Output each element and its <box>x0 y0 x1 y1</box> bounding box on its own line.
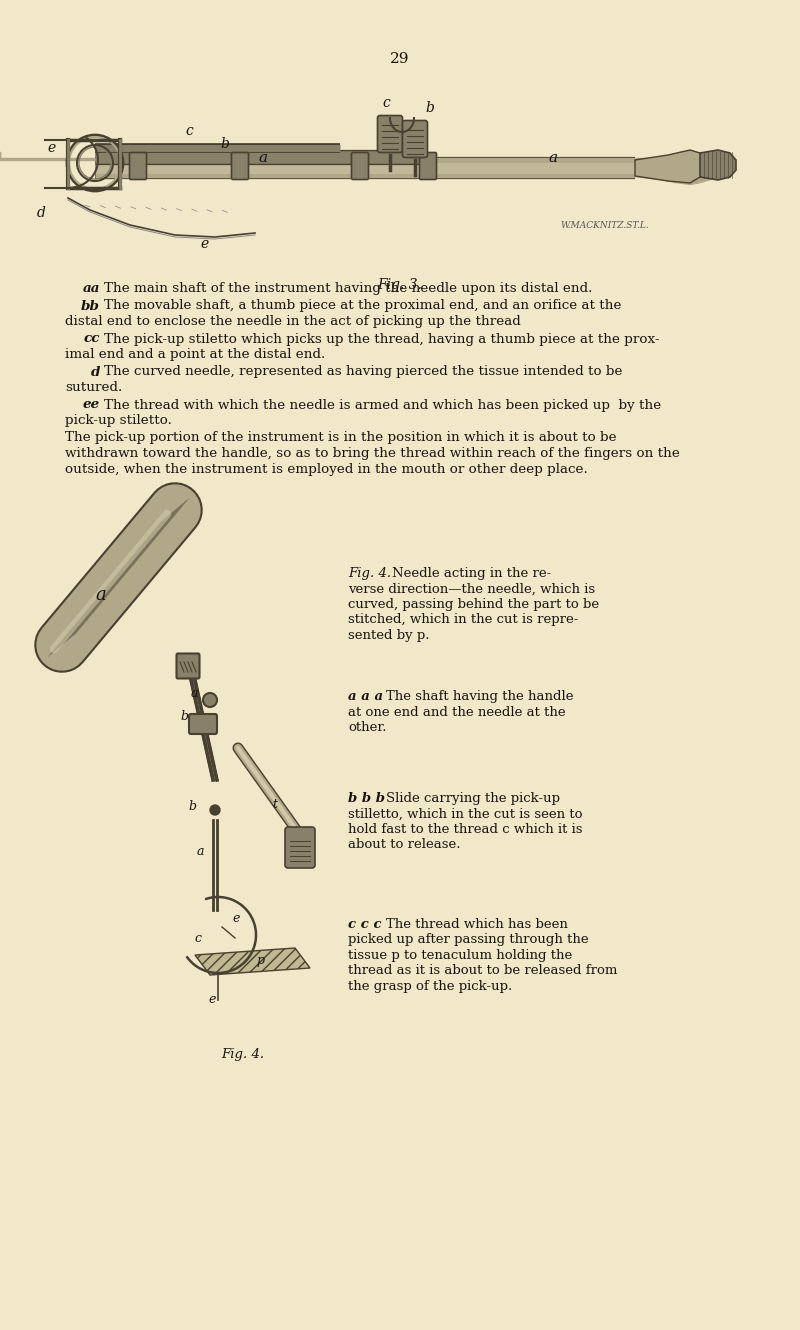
Polygon shape <box>195 948 310 975</box>
FancyBboxPatch shape <box>351 153 369 180</box>
Text: The movable shaft, a thumb piece at the proximal end, and an orifice at the: The movable shaft, a thumb piece at the … <box>104 299 622 313</box>
Text: a: a <box>548 152 557 165</box>
Text: b b b: b b b <box>348 791 385 805</box>
Text: The thread with which the needle is armed and which has been picked up  by the: The thread with which the needle is arme… <box>104 399 662 411</box>
Text: W.MACKNITZ.ST.L.: W.MACKNITZ.ST.L. <box>560 221 649 230</box>
Text: imal end and a point at the distal end.: imal end and a point at the distal end. <box>65 348 326 360</box>
Text: p: p <box>256 954 264 967</box>
FancyBboxPatch shape <box>402 121 427 157</box>
Text: cc: cc <box>83 332 100 346</box>
Text: c: c <box>194 932 201 946</box>
Text: b: b <box>188 801 196 813</box>
FancyBboxPatch shape <box>285 827 315 868</box>
Text: Fig. 3.: Fig. 3. <box>378 278 422 293</box>
Text: sutured.: sutured. <box>65 380 122 394</box>
Text: thread as it is about to be released from: thread as it is about to be released fro… <box>348 964 618 978</box>
Text: a a a: a a a <box>348 690 383 704</box>
FancyBboxPatch shape <box>231 153 249 180</box>
FancyBboxPatch shape <box>177 653 199 678</box>
Text: d: d <box>37 206 46 219</box>
Text: Slide carrying the pick-up: Slide carrying the pick-up <box>386 791 560 805</box>
Text: the grasp of the pick-up.: the grasp of the pick-up. <box>348 980 512 994</box>
Text: hold fast to the thread c which it is: hold fast to the thread c which it is <box>348 823 582 837</box>
Text: verse direction—the needle, which is: verse direction—the needle, which is <box>348 583 595 596</box>
Text: picked up after passing through the: picked up after passing through the <box>348 934 589 947</box>
Text: bb: bb <box>81 299 100 313</box>
Text: distal end to enclose the needle in the act of picking up the thread: distal end to enclose the needle in the … <box>65 315 521 329</box>
Text: tissue p to tenaculum holding the: tissue p to tenaculum holding the <box>348 950 572 962</box>
Text: ee: ee <box>82 399 100 411</box>
Text: curved, passing behind the part to be: curved, passing behind the part to be <box>348 598 599 610</box>
Polygon shape <box>635 150 706 184</box>
Text: a: a <box>258 152 267 165</box>
Text: t: t <box>272 798 277 811</box>
Text: aa: aa <box>82 282 100 295</box>
Text: b: b <box>425 101 434 114</box>
Text: c: c <box>185 124 193 138</box>
Text: c: c <box>382 96 390 110</box>
FancyBboxPatch shape <box>130 153 146 180</box>
Text: The thread which has been: The thread which has been <box>386 918 568 931</box>
Text: e: e <box>47 141 55 156</box>
Text: b: b <box>220 137 229 152</box>
FancyBboxPatch shape <box>378 116 402 153</box>
Text: The curved needle, represented as having pierced the tissue intended to be: The curved needle, represented as having… <box>104 366 622 379</box>
Text: Needle acting in the re-: Needle acting in the re- <box>392 567 551 580</box>
Text: stitched, which in the cut is repre-: stitched, which in the cut is repre- <box>348 613 578 626</box>
Circle shape <box>203 693 217 708</box>
Text: The main shaft of the instrument having the needle upon its distal end.: The main shaft of the instrument having … <box>104 282 592 295</box>
FancyBboxPatch shape <box>419 153 437 180</box>
Text: sented by p.: sented by p. <box>348 629 430 642</box>
Text: The pick-up portion of the instrument is in the position in which it is about to: The pick-up portion of the instrument is… <box>65 431 617 444</box>
Text: d: d <box>90 366 100 379</box>
Text: Fig. 4.: Fig. 4. <box>348 567 391 580</box>
Text: a: a <box>95 587 106 604</box>
Text: 29: 29 <box>390 52 410 66</box>
Text: withdrawn toward the handle, so as to bring the thread within reach of the finge: withdrawn toward the handle, so as to br… <box>65 447 680 460</box>
Text: e: e <box>200 237 208 251</box>
Text: at one end and the needle at the: at one end and the needle at the <box>348 705 566 718</box>
Text: e: e <box>232 912 239 924</box>
Text: outside, when the instrument is employed in the mouth or other deep place.: outside, when the instrument is employed… <box>65 463 588 476</box>
Text: e: e <box>208 994 215 1005</box>
Text: other.: other. <box>348 721 386 734</box>
Text: about to release.: about to release. <box>348 838 461 851</box>
Text: The shaft having the handle: The shaft having the handle <box>386 690 574 704</box>
Text: The pick-up stiletto which picks up the thread, having a thumb piece at the prox: The pick-up stiletto which picks up the … <box>104 332 659 346</box>
Text: stilletto, which in the cut is seen to: stilletto, which in the cut is seen to <box>348 807 582 821</box>
Text: c c c: c c c <box>348 918 382 931</box>
FancyBboxPatch shape <box>189 714 217 734</box>
Text: a: a <box>197 845 205 858</box>
Circle shape <box>210 805 220 815</box>
Text: pick-up stiletto.: pick-up stiletto. <box>65 414 172 427</box>
Text: Fig. 4.: Fig. 4. <box>222 1048 265 1061</box>
Polygon shape <box>700 150 736 180</box>
Text: b: b <box>180 710 188 724</box>
Text: a: a <box>191 688 198 700</box>
